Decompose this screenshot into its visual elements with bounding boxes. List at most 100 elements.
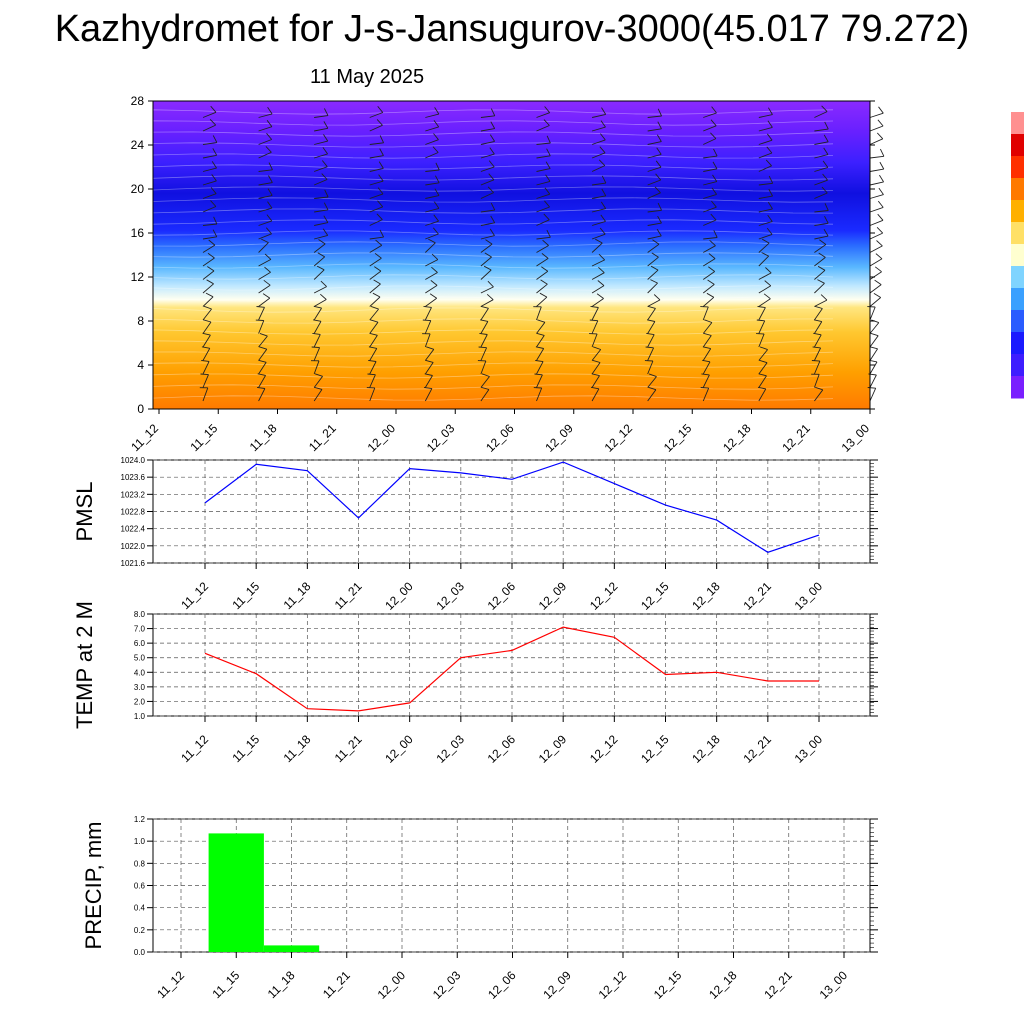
wind-barb-feather [712,174,718,182]
x-tick-label: 13_00 [792,579,826,613]
colorbar-swatch [1011,134,1024,157]
wind-barb-feather [423,386,432,390]
wind-barb-feather [377,187,384,195]
wind-barb [202,111,217,118]
wind-barb-feather [652,239,660,245]
wind-barb-feather [323,108,329,116]
wind-barb-feather [323,134,329,142]
wind-barb-feather [312,332,321,335]
x-tick-label: 12_15 [638,732,672,766]
wind-barb [869,284,882,294]
x-tick-label: 13_00 [792,732,826,766]
wind-barb-feather [876,132,884,140]
wind-barb-feather [820,294,828,301]
wind-barb [202,193,217,199]
wind-barb [536,112,550,118]
wind-barb [369,142,384,145]
wind-barb [424,362,434,375]
wind-barb [591,272,605,280]
wind-barb [647,243,660,253]
wind-barb-feather [767,201,773,210]
wind-barb [869,374,877,388]
wind-barb-feather [650,279,658,284]
wind-barb [647,115,662,118]
wind-barb [647,299,661,307]
x-tick-label: 13_00 [817,968,851,1002]
wind-barb-feather [263,279,271,286]
x-tick-label: 12_18 [689,579,723,613]
wind-barb-feather [433,120,440,128]
x-tick-label: 12_00 [382,732,416,766]
y-tick-label: 20 [131,182,145,196]
wind-barb-feather [212,229,218,238]
wind-barb-feather [314,386,323,390]
wind-barb [702,335,712,348]
contour-line [152,340,834,346]
wind-barb-feather [422,319,431,322]
contour-line [152,230,834,236]
wind-barb [313,321,322,334]
wind-barb-feather [426,346,434,350]
x-tick-label: 11_21 [306,421,339,454]
wind-barb-feather [817,265,826,271]
wind-barb [758,139,773,145]
wind-barb [536,193,550,199]
wind-barb-feather [871,319,879,324]
wind-barb-feather [818,252,826,258]
wind-barb-feather [815,386,823,391]
contour-line [152,329,834,335]
wind-barb [536,258,549,267]
wind-barb-feather [711,187,717,195]
wind-barb [480,235,495,240]
wind-barb-feather [764,280,772,287]
wind-barb [258,335,268,348]
y-tick-label: 1022.0 [121,542,146,551]
wind-barb [480,140,495,145]
y-axis-label: PRECIP, mm [81,822,106,950]
y-tick-label: 0.0 [134,948,146,957]
wind-barb [814,257,826,267]
wind-barb [369,296,381,307]
wind-barb-feather [536,332,545,336]
wind-barb [758,152,773,159]
wind-barb [702,374,710,388]
wind-barb [758,388,767,402]
wind-barb [425,285,438,294]
wind-barb-feather [478,346,487,349]
wind-barb [647,308,656,321]
wind-barb [202,308,212,321]
wind-barb-feather [655,160,662,168]
wind-barb [536,374,543,388]
wind-barb [758,242,770,253]
y-tick-label: 12 [131,270,145,284]
wind-barb-feather [713,148,718,157]
x-tick-label: 12_18 [720,421,754,455]
wind-barb [369,236,384,240]
x-tick-label: 12_09 [536,732,570,766]
wind-barb-feather [823,147,829,155]
y-tick-label: 16 [131,226,145,240]
colorbar-swatch [1011,156,1024,179]
y-tick-label: 0.2 [134,926,146,935]
wind-barb [758,208,773,213]
wind-barb [480,299,494,307]
x-tick-label: 12_06 [483,421,517,455]
chart-date: 11 May 2025 [310,66,425,88]
wind-barb [869,194,884,199]
wind-barb-feather [709,239,716,247]
wind-barb [314,115,329,118]
wind-barb-feather [211,161,217,169]
wind-barb-feather [203,305,212,310]
wind-barb-feather [208,239,216,246]
wind-barb-feather [311,346,320,349]
wind-barb [480,128,495,132]
wind-barb-feather [535,359,544,363]
wind-barb [313,307,322,321]
wind-barb [202,296,214,307]
wind-barb [536,180,551,186]
wind-barb [313,334,321,348]
wind-barb-feather [481,373,490,377]
wind-barb-feather [264,253,272,260]
wind-barb-feather [811,360,820,362]
y-tick-label: 0.6 [134,882,146,891]
